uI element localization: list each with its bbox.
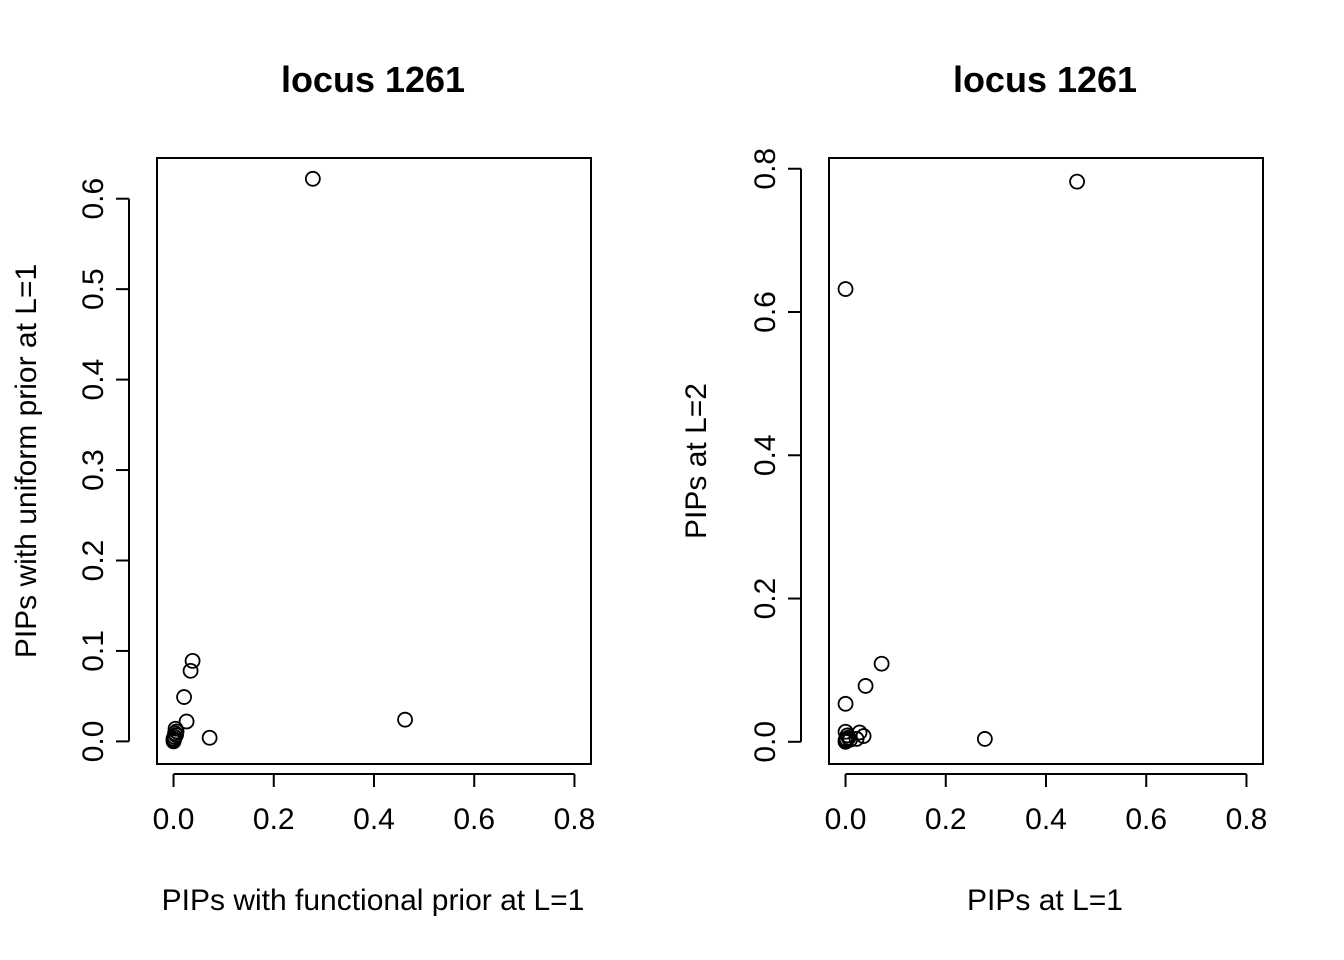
y-tick-label: 0.1 <box>77 630 110 672</box>
x-axis-label: PIPs with functional prior at L=1 <box>162 884 585 917</box>
x-tick-label: 0.6 <box>453 803 495 836</box>
data-point <box>397 711 413 728</box>
y-axis-label: PIPs with uniform prior at L=1 <box>10 264 43 658</box>
data-point <box>176 689 192 705</box>
y-axis-label: PIPs at L=2 <box>680 383 713 539</box>
data-point <box>304 170 321 187</box>
data-point <box>837 281 854 297</box>
data-point <box>976 731 993 747</box>
y-tick-label: 0.0 <box>749 721 782 763</box>
y-tick-label: 0.2 <box>77 540 110 582</box>
x-tick-label: 0.6 <box>1125 803 1167 836</box>
y-axis: 0.0 0.1 0.2 0.3 0.4 0.5 0.6 <box>77 178 130 763</box>
data-point <box>873 655 890 672</box>
data-point <box>848 731 865 747</box>
y-tick-label: 0.2 <box>749 578 782 620</box>
x-tick-label: 0.2 <box>925 803 967 836</box>
chart-title: locus 1261 <box>953 59 1137 100</box>
y-tick-label: 0.0 <box>77 721 110 763</box>
x-tick-label: 0.4 <box>1025 803 1067 836</box>
chart-title: locus 1261 <box>281 59 465 100</box>
x-tick-label: 0.8 <box>554 803 596 836</box>
y-tick-label: 0.5 <box>77 268 110 310</box>
data-point <box>857 678 874 694</box>
x-axis: 0.0 0.2 0.4 0.6 0.8 <box>153 773 596 836</box>
y-tick-label: 0.3 <box>77 449 110 491</box>
y-axis: 0.0 0.2 0.4 0.6 0.8 <box>749 148 802 763</box>
data-point <box>840 729 857 746</box>
data-point <box>182 662 199 679</box>
y-tick-label: 0.6 <box>77 178 110 220</box>
plot-frame <box>156 157 592 765</box>
data-point <box>842 731 858 748</box>
data-points <box>165 170 413 750</box>
data-point <box>1069 173 1085 190</box>
scatter-panel-left: locus 1261 0.0 0.2 0.4 0.6 0.8 0.00.10.20.30… <box>10 59 595 917</box>
x-tick-label: 0.4 <box>353 803 395 836</box>
data-point <box>165 733 182 750</box>
plot-frame <box>828 157 1264 765</box>
data-points <box>837 173 1085 750</box>
scatter-panel-right: locus 1261 0.0 0.2 0.4 0.6 0.8 0.00.20.40.60… <box>680 59 1267 917</box>
x-tick-label: 0.0 <box>153 803 195 836</box>
y-tick-label: 0.8 <box>749 148 782 190</box>
x-tick-label: 0.8 <box>1226 803 1268 836</box>
data-point <box>201 729 218 746</box>
y-tick-label: 0.4 <box>77 359 110 401</box>
x-axis: 0.0 0.2 0.4 0.6 0.8 <box>825 773 1268 836</box>
x-tick-label: 0.0 <box>825 803 867 836</box>
y-tick-label: 0.6 <box>749 291 782 333</box>
data-point <box>837 695 854 712</box>
x-tick-label: 0.2 <box>253 803 295 836</box>
data-point <box>178 713 195 730</box>
data-point <box>184 652 201 669</box>
y-tick-label: 0.4 <box>749 434 782 476</box>
x-axis-label: PIPs at L=1 <box>967 884 1123 917</box>
